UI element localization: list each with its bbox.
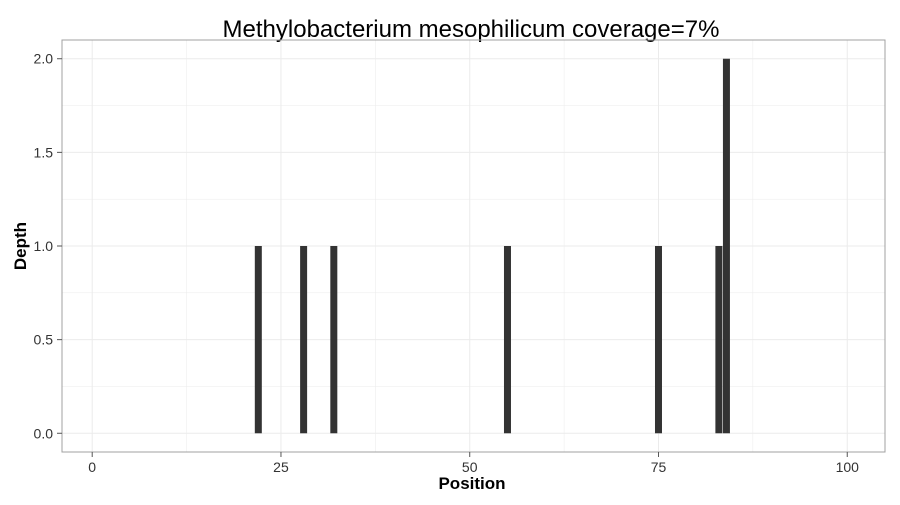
y-tick-label: 1.0 xyxy=(34,238,54,254)
y-axis-label: Depth xyxy=(11,222,30,270)
bar xyxy=(254,246,262,434)
bar xyxy=(722,58,730,434)
y-tick-label: 0.0 xyxy=(34,425,54,441)
bar xyxy=(654,246,662,434)
grid-lines xyxy=(62,40,885,452)
y-tick-label: 1.5 xyxy=(34,144,54,160)
x-tick-label: 100 xyxy=(836,459,860,475)
y-tick-label: 2.0 xyxy=(34,51,54,67)
x-tick-label: 0 xyxy=(88,459,96,475)
bar xyxy=(715,246,723,434)
x-tick-label: 50 xyxy=(462,459,478,475)
x-axis-label: Position xyxy=(438,474,505,493)
x-tick-label: 25 xyxy=(273,459,289,475)
bar xyxy=(300,246,308,434)
chart-title: Methylobacterium mesophilicum coverage=7… xyxy=(223,16,720,43)
bars xyxy=(254,58,730,434)
y-axis: 0.0 0.5 1.0 1.5 2.0 xyxy=(34,51,62,441)
y-tick-label: 0.5 xyxy=(34,332,54,348)
bar xyxy=(330,246,338,434)
x-tick-label: 75 xyxy=(651,459,667,475)
x-axis: 0 25 50 75 100 xyxy=(88,452,859,475)
bar xyxy=(503,246,511,434)
